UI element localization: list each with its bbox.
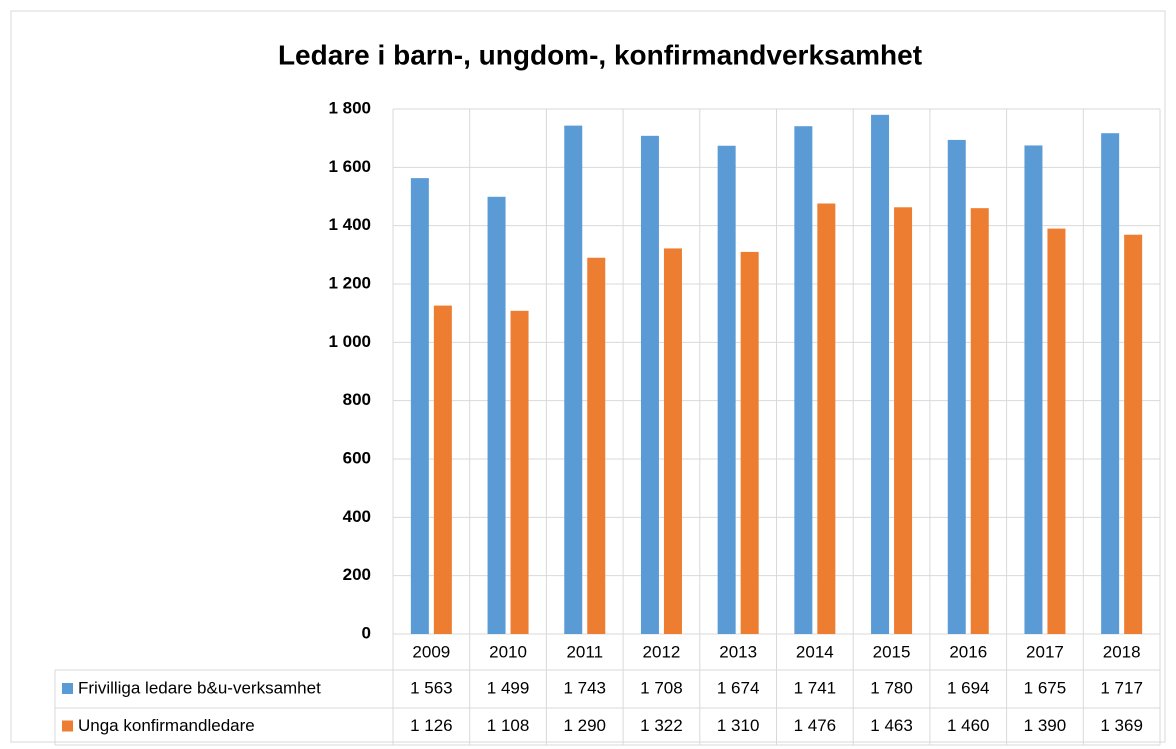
x-tick-label: 2009: [412, 642, 450, 661]
bar: [410, 178, 429, 634]
bar: [1047, 228, 1066, 635]
bar: [740, 251, 759, 634]
table-value: 1 108: [487, 716, 530, 735]
bar: [970, 208, 989, 634]
x-tick-label: 2011: [566, 642, 603, 661]
table-value: 1 463: [870, 716, 913, 735]
bar: [510, 310, 529, 634]
x-tick-label: 2016: [949, 642, 987, 661]
y-tick-label: 1 800: [328, 98, 371, 117]
legend-key: [62, 683, 73, 694]
bar: [871, 114, 890, 635]
y-tick-label: 1 600: [328, 157, 371, 176]
y-tick-label: 1 000: [328, 332, 371, 351]
bar: [1124, 234, 1143, 635]
x-tick-label: 2010: [489, 642, 527, 661]
x-tick-label: 2013: [719, 642, 757, 661]
table-value: 1 126: [410, 716, 453, 735]
x-tick-label: 2018: [1103, 642, 1141, 661]
table-value: 1 310: [717, 716, 760, 735]
legend-key: [62, 720, 73, 732]
x-tick-label: 2012: [643, 642, 681, 661]
y-tick-label: 800: [343, 390, 371, 409]
bar: [487, 196, 506, 634]
table-value: 1 674: [717, 678, 760, 697]
table-value: 1 717: [1100, 678, 1143, 697]
bar: [433, 305, 452, 634]
bar: [894, 207, 913, 634]
y-tick-label: 0: [362, 623, 371, 642]
y-tick-label: 200: [343, 565, 371, 584]
table-value: 1 290: [563, 716, 606, 735]
table-value: 1 743: [563, 678, 606, 697]
legend-label: Frivilliga ledare b&u-verksamhet: [78, 678, 321, 697]
bar: [1024, 145, 1043, 635]
table-value: 1 499: [487, 678, 530, 697]
table-value: 1 390: [1024, 716, 1067, 735]
x-tick-label: 2015: [873, 642, 911, 661]
bar: [794, 126, 813, 634]
x-tick-label: 2014: [796, 642, 834, 661]
bar: [1101, 133, 1120, 635]
y-tick-label: 400: [343, 507, 371, 526]
table-value: 1 322: [640, 716, 683, 735]
bar: [564, 125, 583, 634]
y-tick-label: 1 200: [328, 273, 371, 292]
bar: [817, 203, 836, 634]
x-tick-label: 2017: [1026, 642, 1064, 661]
table-value: 1 369: [1100, 716, 1143, 735]
bar: [717, 145, 736, 634]
bar: [587, 257, 606, 634]
legend-label: Unga konfirmandledare: [78, 716, 255, 735]
table-value: 1 741: [794, 678, 837, 697]
chart-title: Ledare i barn-, ungdom-, konfirmandverks…: [278, 39, 922, 70]
table-value: 1 563: [410, 678, 453, 697]
table-value: 1 476: [794, 716, 837, 735]
bar: [663, 248, 682, 634]
bar: [947, 139, 966, 634]
table-value: 1 694: [947, 678, 990, 697]
table-value: 1 708: [640, 678, 683, 697]
bar: [640, 135, 659, 635]
table-value: 1 675: [1024, 678, 1067, 697]
table-value: 1 780: [870, 678, 913, 697]
y-tick-label: 600: [343, 448, 371, 467]
y-tick-label: 1 400: [328, 215, 371, 234]
table-value: 1 460: [947, 716, 990, 735]
